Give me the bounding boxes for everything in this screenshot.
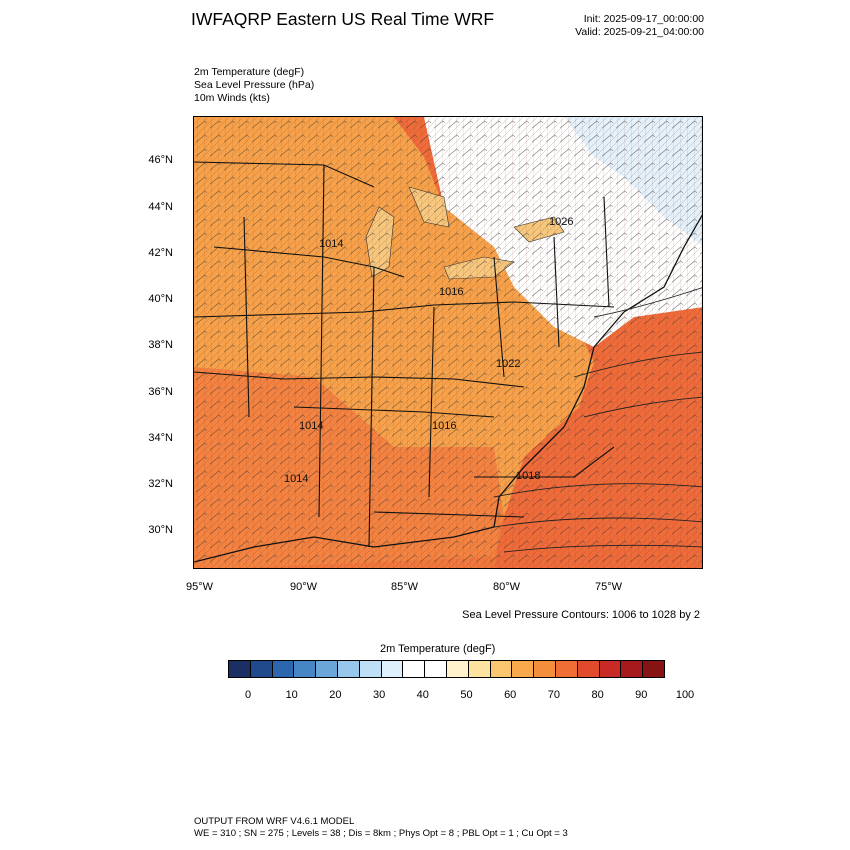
- lat-label: 36°N: [148, 386, 173, 398]
- lat-label: 34°N: [148, 432, 173, 444]
- colorbar-swatch: [534, 661, 556, 677]
- colorbar-swatch: [425, 661, 447, 677]
- lat-label: 40°N: [148, 293, 173, 305]
- colorbar-swatch: [359, 661, 382, 677]
- colorbar-tick-label: 100: [675, 689, 695, 701]
- colorbar-tick-label: 30: [372, 689, 386, 701]
- colorbar-swatch: [512, 661, 535, 677]
- colorbar-title: 2m Temperature (degF): [380, 643, 496, 655]
- lat-label: 30°N: [148, 524, 173, 536]
- colorbar-swatch: [468, 661, 491, 677]
- variable-label-temperature: 2m Temperature (degF): [194, 66, 305, 78]
- wind-barbs: [194, 117, 702, 568]
- pressure-label: 1016: [439, 286, 463, 298]
- pressure-label: 1026: [549, 216, 573, 228]
- colorbar-tick-label: 90: [635, 689, 648, 701]
- colorbar-tick-label: 60: [504, 689, 517, 701]
- lat-label: 38°N: [148, 339, 173, 351]
- colorbar-swatch: [599, 661, 622, 677]
- footer-config: WE = 310 ; SN = 275 ; Levels = 38 ; Dis …: [194, 828, 568, 839]
- colorbar-swatch: [403, 661, 426, 677]
- colorbar-swatch: [272, 661, 295, 677]
- colorbar-tick-label: 0: [244, 689, 252, 701]
- pressure-label: 1022: [496, 358, 520, 370]
- page-title: IWFAQRP Eastern US Real Time WRF: [191, 9, 495, 29]
- colorbar-swatch: [337, 661, 360, 677]
- colorbar-swatch: [381, 661, 404, 677]
- weather-map: 1014 1016 1026 1022 1016 1014 1014 1018: [193, 116, 703, 569]
- colorbar-tick-label: 10: [285, 689, 298, 701]
- colorbar-swatch: [555, 661, 578, 677]
- coastline: [194, 214, 702, 563]
- colorbar-swatch: [229, 661, 251, 677]
- colorbar-swatch: [643, 661, 664, 677]
- colorbar-tick-label: 80: [591, 689, 604, 701]
- valid-time: Valid: 2025-09-21_04:00:00: [575, 26, 704, 38]
- colorbar-swatch: [250, 661, 273, 677]
- lon-label: 80°W: [493, 581, 521, 593]
- contour-note: Sea Level Pressure Contours: 1006 to 102…: [462, 609, 700, 621]
- variable-label-winds: 10m Winds (kts): [194, 92, 270, 104]
- pressure-label: 1018: [516, 470, 540, 482]
- pressure-contours: [493, 287, 702, 553]
- colorbar-swatch: [621, 661, 644, 677]
- lat-label: 46°N: [148, 154, 173, 166]
- lon-label: 75°W: [595, 581, 623, 593]
- colorbar-tick-label: 20: [329, 689, 342, 701]
- footer-model: OUTPUT FROM WRF V4.6.1 MODEL: [194, 816, 355, 827]
- colorbar-tick-label: 40: [416, 689, 429, 701]
- pressure-labels: 1014 1016 1026 1022 1016 1014 1014 1018: [284, 216, 573, 485]
- pressure-label: 1016: [432, 420, 456, 432]
- map-canvas: 1014 1016 1026 1022 1016 1014 1014 1018: [194, 117, 702, 568]
- colorbar-swatch: [446, 661, 469, 677]
- pressure-label: 1014: [319, 238, 343, 250]
- colorbar: [228, 660, 665, 678]
- lon-label: 95°W: [186, 581, 214, 593]
- lat-label: 42°N: [148, 247, 173, 259]
- lat-label: 32°N: [148, 478, 173, 490]
- variable-label-pressure: Sea Level Pressure (hPa): [194, 79, 315, 91]
- pressure-label: 1014: [284, 473, 308, 485]
- lon-label: 85°W: [391, 581, 419, 593]
- init-time: Init: 2025-09-17_00:00:00: [583, 13, 704, 25]
- colorbar-swatch: [490, 661, 513, 677]
- lon-label: 90°W: [290, 581, 318, 593]
- lat-label: 44°N: [148, 201, 173, 213]
- state-boundaries: [194, 161, 615, 548]
- colorbar-swatch: [294, 661, 317, 677]
- colorbar-swatch: [577, 661, 600, 677]
- pressure-label: 1014: [299, 420, 323, 432]
- colorbar-tick-label: 50: [460, 689, 473, 701]
- colorbar-tick-label: 70: [547, 689, 561, 701]
- colorbar-swatch: [316, 661, 338, 677]
